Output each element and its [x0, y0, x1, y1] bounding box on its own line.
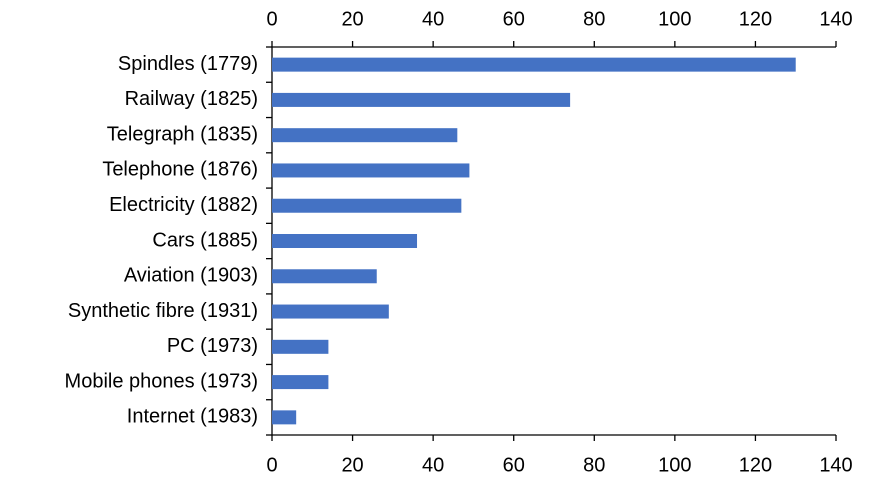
bar	[272, 92, 571, 107]
y-tick-label: PC (1973)	[167, 335, 258, 357]
x-tick-label-top: 0	[266, 8, 277, 30]
bar	[272, 304, 389, 319]
bar	[272, 269, 377, 284]
x-tick-label-top: 40	[422, 8, 444, 30]
bar	[272, 410, 297, 425]
bar	[272, 375, 329, 390]
y-tick-label: Cars (1885)	[152, 229, 258, 251]
x-tick-label-bottom: 120	[739, 454, 772, 476]
x-tick-label-bottom: 140	[819, 454, 852, 476]
bar	[272, 198, 462, 213]
bar	[272, 128, 458, 143]
y-tick-label: Spindles (1779)	[118, 53, 258, 75]
bar	[272, 234, 418, 248]
bar	[272, 163, 470, 178]
x-tick-label-top: 80	[583, 8, 605, 30]
y-tick-label: Synthetic fibre (1931)	[68, 300, 258, 322]
x-tick-label-bottom: 100	[658, 454, 691, 476]
x-tick-label-top: 100	[658, 8, 691, 30]
bar	[272, 57, 796, 72]
x-tick-label-bottom: 0	[266, 454, 277, 476]
y-tick-label: Telegraph (1835)	[107, 123, 258, 145]
x-tick-label-top: 60	[503, 8, 525, 30]
x-tick-label-bottom: 20	[341, 454, 363, 476]
x-tick-label-top: 120	[739, 8, 772, 30]
y-tick-label: Railway (1825)	[125, 88, 258, 110]
y-tick-label: Telephone (1876)	[102, 159, 258, 181]
y-tick-label: Electricity (1882)	[109, 194, 258, 216]
y-tick-label: Internet (1983)	[127, 406, 258, 428]
x-tick-label-top: 140	[819, 8, 852, 30]
bar	[272, 339, 329, 354]
y-tick-label: Mobile phones (1973)	[65, 370, 258, 392]
y-tick-label: Aviation (1903)	[124, 265, 258, 287]
x-tick-label-bottom: 80	[583, 454, 605, 476]
x-tick-label-bottom: 40	[422, 454, 444, 476]
x-tick-label-bottom: 60	[503, 454, 525, 476]
x-tick-label-top: 20	[341, 8, 363, 30]
